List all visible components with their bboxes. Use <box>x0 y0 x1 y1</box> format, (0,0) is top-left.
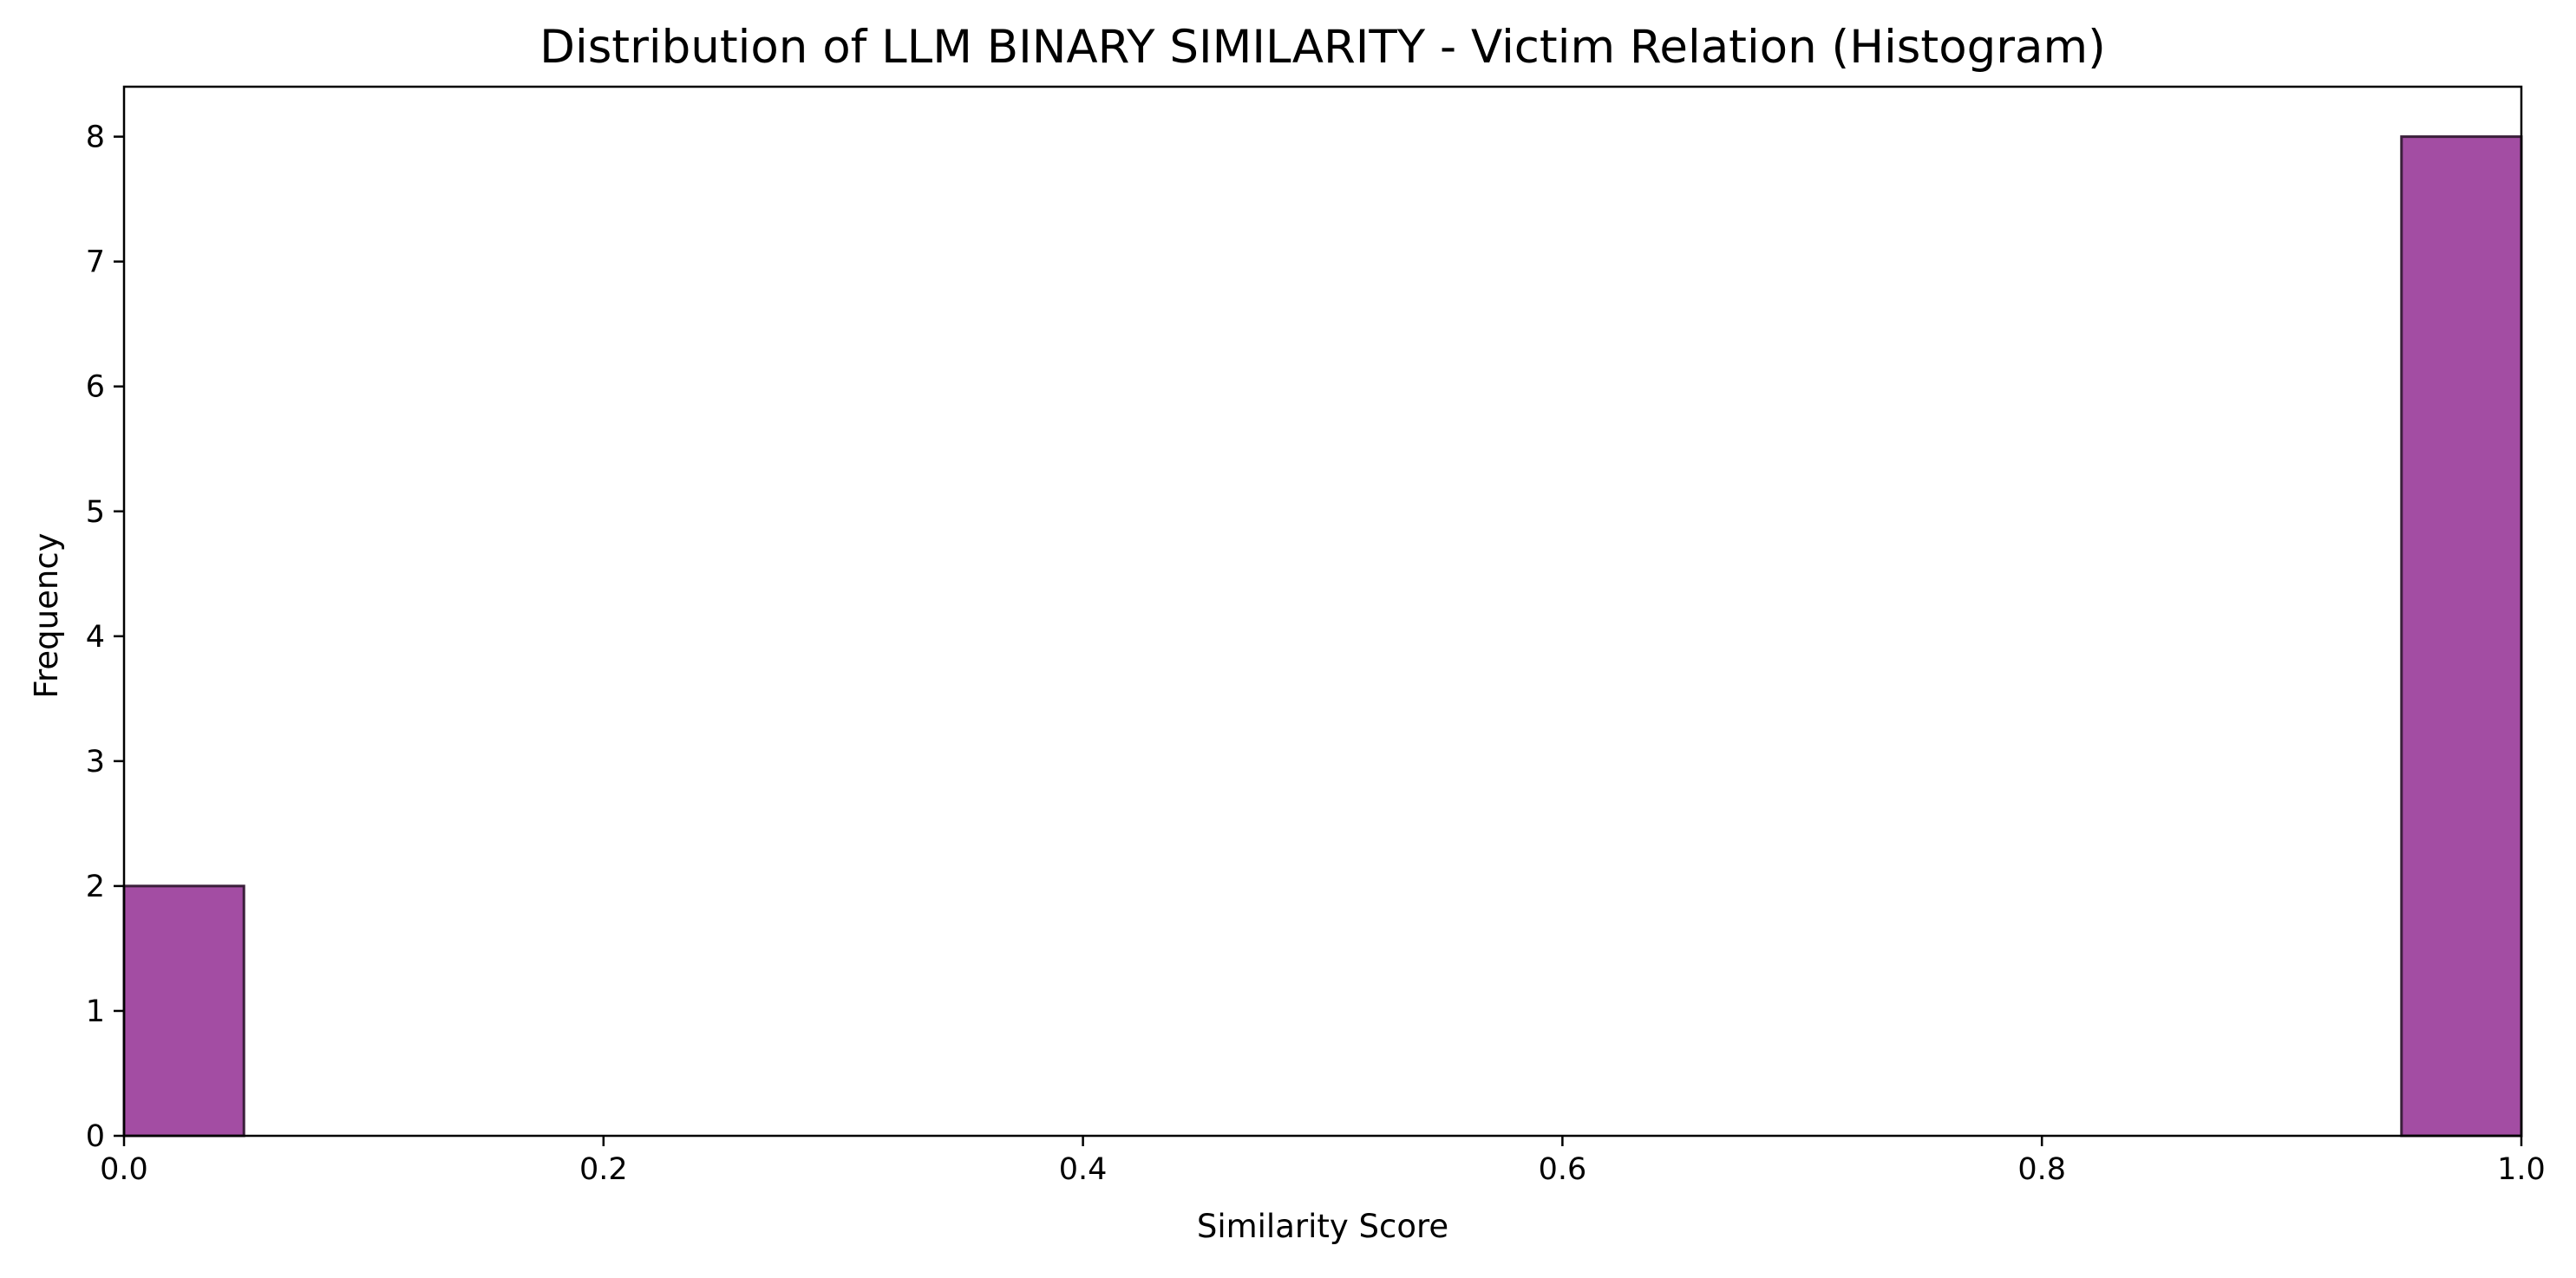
y-tick-label: 3 <box>86 745 105 779</box>
histogram-bar <box>2400 135 2523 1138</box>
chart-title: Distribution of LLM BINARY SIMILARITY - … <box>539 21 2106 74</box>
bars-layer <box>122 135 2523 1138</box>
y-tick-label: 6 <box>86 370 105 405</box>
x-tick-label: 0.0 <box>100 1152 148 1187</box>
plot-frame <box>122 85 2523 1138</box>
axes-layer: 0.0 0.2 0.4 0.6 0.8 1.0 0 1 2 3 4 5 6 7 8 <box>86 85 2546 1187</box>
y-tick-label: 2 <box>86 870 105 904</box>
x-tick-label: 0.8 <box>2017 1152 2066 1187</box>
y-tick-label: 1 <box>86 994 105 1029</box>
x-axis-label: Similarity Score <box>1197 1208 1448 1245</box>
x-tick-label: 0.4 <box>1059 1152 1108 1187</box>
x-tick-label: 0.6 <box>1539 1152 1587 1187</box>
x-tick-label: 1.0 <box>2497 1152 2546 1187</box>
y-tick-label: 5 <box>86 495 105 530</box>
y-tick-label: 8 <box>86 121 105 155</box>
y-tick-label: 4 <box>86 620 105 655</box>
histogram-bar <box>122 884 245 1138</box>
y-tick-label: 0 <box>86 1119 105 1154</box>
y-axis-label: Frequency <box>28 532 65 698</box>
x-tick-label: 0.2 <box>579 1152 628 1187</box>
y-tick-label: 7 <box>86 245 105 280</box>
